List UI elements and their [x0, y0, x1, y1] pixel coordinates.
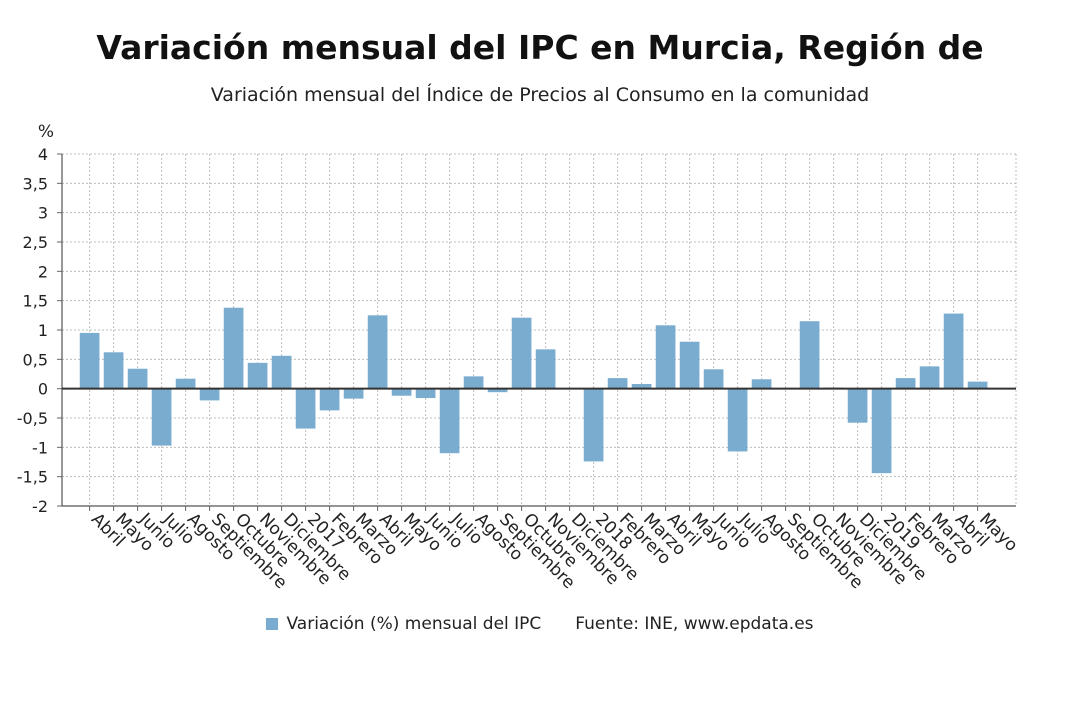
- bar: [799, 321, 820, 389]
- bar: [79, 332, 100, 389]
- bar: [967, 381, 988, 389]
- chart-title: Variación mensual del IPC en Murcia, Reg…: [96, 28, 984, 67]
- y-tick-label: 3,5: [23, 174, 48, 193]
- bars: [79, 307, 988, 474]
- bar: [655, 325, 676, 389]
- y-tick-label: 0: [38, 380, 48, 399]
- y-tick-label: 0,5: [23, 350, 48, 369]
- legend-swatch: [266, 618, 279, 630]
- bar: [271, 355, 292, 389]
- bar: [535, 349, 556, 389]
- bar: [199, 388, 220, 401]
- legend-series-label: Variación (%) mensual del IPC: [286, 614, 542, 634]
- source-credit: Fuente: INE, www.epdata.es: [575, 614, 814, 634]
- y-tick-label: 1: [38, 321, 48, 340]
- bar: [439, 388, 460, 454]
- bar: [391, 388, 412, 396]
- y-axis-label: %: [38, 122, 54, 142]
- grid: [62, 153, 1017, 507]
- bar: [175, 378, 196, 389]
- chart-subtitle: Variación mensual del Índice de Precios …: [210, 84, 870, 106]
- y-tick-label: 2: [38, 262, 48, 281]
- y-tick-label: -1: [32, 438, 48, 457]
- bar: [343, 388, 364, 399]
- bar: [223, 307, 244, 389]
- bar: [679, 341, 700, 389]
- bar: [703, 369, 724, 389]
- bar: [943, 313, 964, 389]
- bar: [127, 368, 148, 389]
- bar: [487, 388, 508, 393]
- bar: [511, 317, 532, 389]
- axes: -2-1,5-1-0,500,511,522,533,54AbrilMayoJu…: [17, 145, 1022, 593]
- bar: [583, 388, 604, 462]
- bar: [871, 388, 892, 474]
- y-tick-label: 1,5: [23, 292, 48, 311]
- bar: [727, 388, 748, 452]
- bar: [103, 352, 124, 389]
- bar: [295, 388, 316, 429]
- legend: Variación (%) mensual del IPC Fuente: IN…: [0, 614, 1080, 634]
- y-tick-label: 4: [38, 145, 48, 164]
- bar: [415, 388, 436, 399]
- bar: [919, 366, 940, 389]
- bar: [607, 378, 628, 389]
- bar: [319, 388, 340, 411]
- y-tick-label: -0,5: [17, 409, 48, 428]
- bar: [895, 378, 916, 389]
- bar: [631, 383, 652, 389]
- y-tick-label: 2,5: [23, 233, 48, 252]
- y-tick-label: 3: [38, 204, 48, 223]
- y-tick-label: -1,5: [17, 468, 48, 487]
- y-tick-label: -2: [32, 497, 48, 516]
- bar: [367, 315, 388, 389]
- bar: [247, 362, 268, 389]
- bar: [151, 388, 172, 446]
- bar: [847, 388, 868, 423]
- bar: [463, 376, 484, 389]
- bar: [751, 379, 772, 389]
